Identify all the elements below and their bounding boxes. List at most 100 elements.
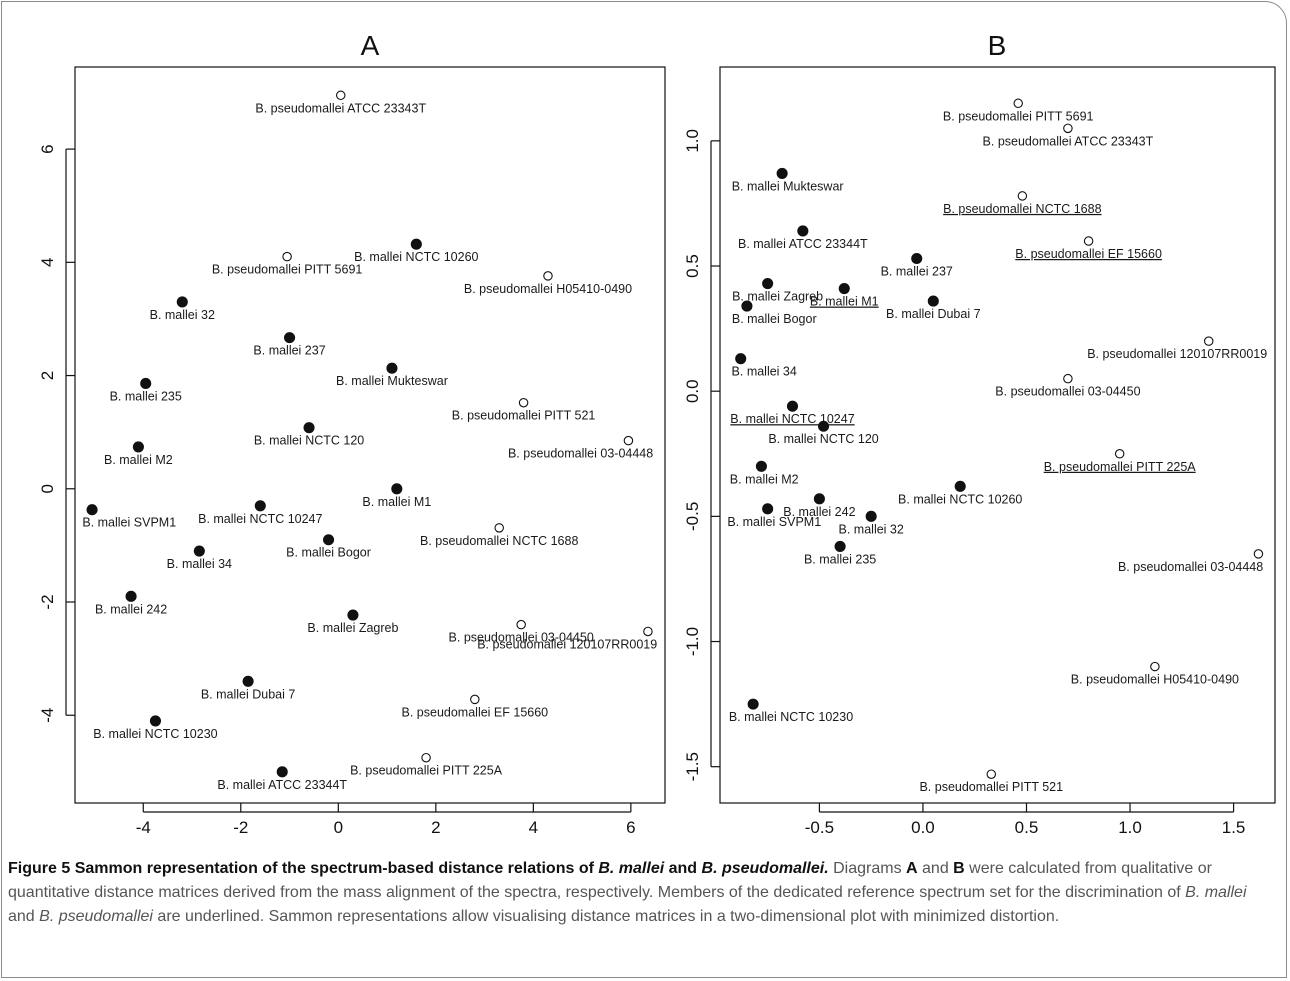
y-tick-label: 4 [38, 258, 57, 267]
panel-title: A [361, 30, 380, 61]
data-point [410, 238, 422, 250]
data-point [421, 752, 431, 763]
y-tick-label: -1.0 [683, 627, 702, 656]
point-label: B. pseudomallei ATCC 23343T [255, 101, 426, 115]
point-label: B. mallei Zagreb [307, 621, 398, 635]
caption-panel-a-ref: A [906, 860, 918, 877]
caption-title-species-2: B. pseudomallei. [701, 860, 829, 877]
point-label: B. mallei Mukteswar [336, 374, 448, 388]
x-tick-label: 1.0 [1118, 818, 1142, 837]
point-label: B. pseudomallei ATCC 23343T [983, 134, 1154, 148]
x-tick-label: 0.5 [1015, 818, 1039, 837]
data-point [1013, 98, 1023, 109]
point-label: B. mallei 237 [881, 265, 953, 279]
data-point [1063, 123, 1073, 134]
y-tick-label: 1.0 [683, 129, 702, 153]
data-point [176, 296, 188, 308]
point-label: B. pseudomallei PITT 5691 [212, 263, 363, 277]
data-point [1017, 191, 1028, 201]
panel-a: A -4 -2 0 2 4 6 -4 -2 0 2 4 6 B. pseudomallei ATCC 23… [38, 30, 666, 837]
panel-b: B -0.5 0.0 0.5 1.0 1.5 -1.5 -1.0 -0.5 0.0 0.5 1.0 B.… [683, 30, 1276, 837]
data-point [254, 500, 266, 512]
point-label: B. pseudomallei EF 15660 [1015, 247, 1162, 261]
data-point [132, 441, 144, 453]
point-label: B. mallei 242 [95, 602, 167, 616]
data-point [927, 295, 939, 307]
x-tick-label: 6 [626, 818, 635, 837]
data-point [741, 300, 753, 312]
point-label: B. pseudomallei 120107RR0019 [477, 637, 657, 651]
point-label: B. mallei NCTC 120 [254, 434, 364, 448]
point-label: B. mallei NCTC 10247 [730, 412, 854, 426]
point-label: B. mallei NCTC 10230 [93, 727, 217, 741]
data-point [543, 271, 553, 281]
data-point [386, 362, 398, 374]
point-label: B. mallei 235 [804, 552, 876, 566]
point-label: B. mallei M2 [730, 472, 799, 486]
data-point [755, 460, 767, 472]
data-point [335, 90, 346, 101]
data-point [283, 332, 296, 344]
caption-body-3: were calculated from qualitative or quan… [8, 860, 1212, 901]
data-point [762, 503, 774, 515]
point-label: B. pseudomallei H05410-0490 [464, 282, 632, 296]
point-label: B. pseudomallei NCTC 1688 [420, 534, 578, 548]
point-label: B. pseudomallei 03-04450 [449, 631, 594, 645]
point-label: B. pseudomallei 03-04450 [995, 385, 1140, 399]
point-label: B. mallei Dubai 7 [201, 687, 296, 701]
point-label: B. pseudomallei PITT 5691 [943, 109, 1094, 123]
point-label: B. mallei 34 [732, 365, 797, 379]
figure-plots: A -4 -2 0 2 4 6 -4 -2 0 2 4 6 B. pseudomallei ATCC 23… [38, 30, 1276, 837]
point-label: B. mallei 242 [783, 505, 855, 519]
x-tick-label: 0 [334, 818, 343, 837]
data-point [1150, 661, 1160, 672]
point-label: B. mallei 32 [839, 522, 904, 536]
point-label: B. mallei Mukteswar [732, 179, 844, 193]
data-point [1253, 549, 1264, 559]
data-point [762, 277, 774, 290]
data-point [391, 483, 403, 495]
point-label: B. pseudomallei PITT 225A [1044, 460, 1197, 474]
data-point [303, 422, 315, 434]
point-label: B. pseudomallei 03-04448 [508, 447, 653, 461]
point-label: B. mallei Bogor [732, 312, 817, 326]
data-point [149, 715, 162, 727]
caption-body-species-2: B. pseudomallei [39, 908, 153, 925]
y-tick-label: 0.5 [683, 254, 702, 278]
data-point [1114, 449, 1125, 459]
y-tick-label: -4 [38, 708, 57, 723]
caption-body-4: and [8, 908, 40, 925]
data-point [86, 504, 98, 516]
data-point [865, 510, 877, 522]
data-point [623, 435, 634, 446]
point-label: B. mallei NCTC 10247 [198, 512, 322, 526]
data-point [242, 675, 254, 687]
point-label: B. mallei 32 [150, 308, 215, 322]
point-label: B. mallei Zagreb [732, 290, 823, 304]
caption-body-species-1: B. mallei [1185, 884, 1247, 901]
x-tick-label: -4 [136, 818, 151, 837]
x-tick-label: -0.5 [805, 818, 834, 837]
point-label: B. mallei 235 [110, 389, 182, 403]
x-tick-label: 4 [529, 818, 538, 837]
data-point [838, 283, 850, 295]
data-point [1203, 336, 1214, 346]
data-point [1083, 236, 1094, 246]
point-label: B. pseudomallei PITT 225A [350, 764, 503, 778]
point-label: B. mallei ATCC 23344T [738, 237, 868, 251]
data-point [817, 420, 830, 432]
point-label: B. pseudomallei PITT 521 [452, 409, 596, 423]
data-point [516, 619, 526, 630]
point-label: B. pseudomallei H05410-0490 [1071, 673, 1239, 687]
point-label: B. pseudomallei 120107RR0019 [1087, 347, 1267, 361]
caption-panel-b-ref: B [953, 860, 965, 877]
y-tick-label: 0 [38, 484, 57, 493]
y-tick-label: 0.0 [683, 379, 702, 403]
point-label: B. mallei M2 [104, 453, 173, 467]
data-point [282, 251, 292, 262]
data-point [786, 400, 799, 412]
data-point [494, 523, 504, 533]
caption-title: Figure 5 Sammon representation of the sp… [8, 860, 829, 877]
point-label: B. pseudomallei NCTC 1688 [943, 202, 1101, 216]
